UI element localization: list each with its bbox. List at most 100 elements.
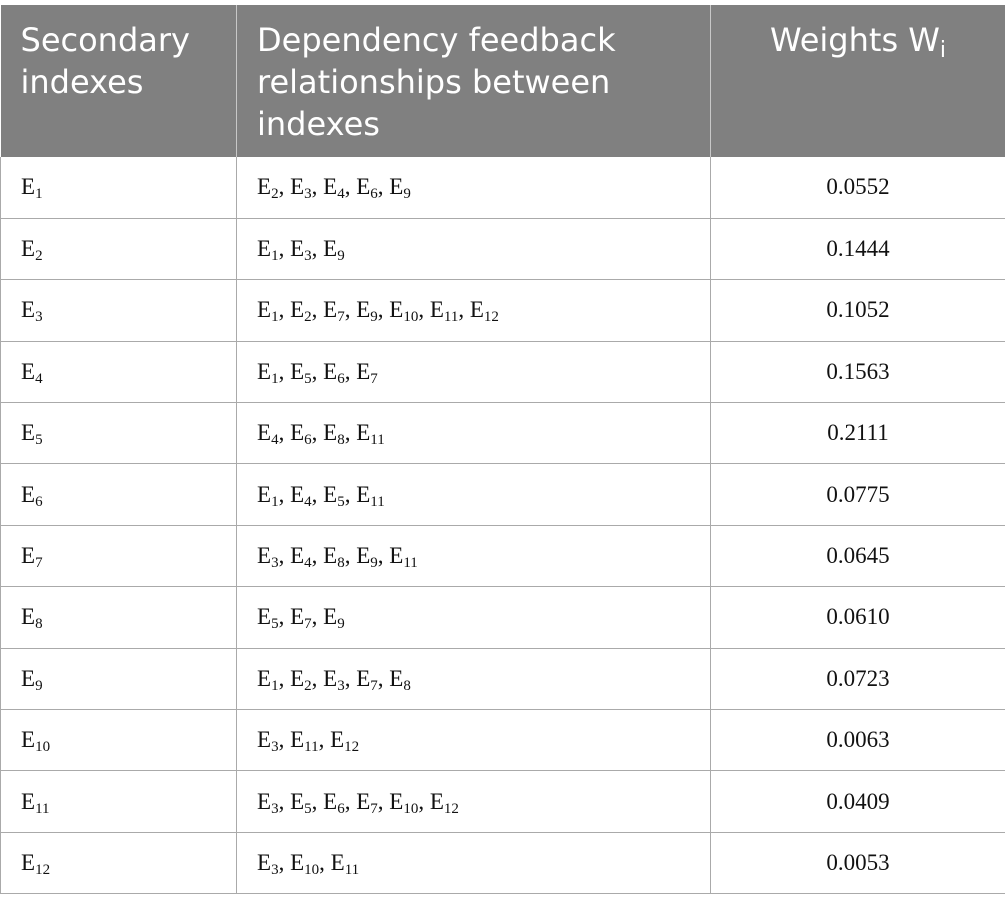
cell-weight: 0.0775 bbox=[710, 463, 1005, 526]
dependency-label: E3 bbox=[257, 788, 279, 817]
index-label-subscript: 4 bbox=[35, 370, 43, 387]
index-label: E1 bbox=[21, 174, 43, 203]
dependency-label-subscript: 4 bbox=[304, 555, 312, 572]
dependency-label: E8 bbox=[323, 543, 345, 572]
dependency-label-subscript: 9 bbox=[403, 186, 411, 203]
dependency-label: E5 bbox=[290, 788, 312, 817]
index-label-subscript: 7 bbox=[35, 555, 43, 572]
dependency-label: E3 bbox=[257, 543, 279, 572]
dependency-label: E3 bbox=[257, 727, 279, 756]
dependency-label: E9 bbox=[389, 174, 411, 203]
dependency-label-subscript: 10 bbox=[403, 309, 419, 326]
dependency-label-subscript: 11 bbox=[370, 493, 385, 510]
index-label-subscript: 9 bbox=[35, 677, 43, 694]
dependency-label-subscript: 11 bbox=[304, 739, 319, 756]
dependency-label: E12 bbox=[429, 788, 459, 817]
dependency-label-subscript: 6 bbox=[337, 800, 345, 817]
index-label: E7 bbox=[21, 543, 43, 572]
cell-index: E8 bbox=[0, 586, 237, 649]
cell-index: E4 bbox=[0, 340, 237, 404]
dependency-label: E11 bbox=[429, 297, 459, 326]
dependency-label-subscript: 12 bbox=[344, 739, 360, 756]
index-label: E8 bbox=[21, 604, 43, 633]
cell-dependencies: E1, E2, E7, E9, E10, E11, E12 bbox=[236, 279, 711, 342]
dependency-label-subscript: 11 bbox=[403, 555, 418, 572]
dependency-label: E1 bbox=[257, 236, 279, 265]
dependency-label: E11 bbox=[356, 420, 385, 449]
dependency-label: E7 bbox=[356, 788, 378, 817]
cell-weight: 0.0552 bbox=[710, 157, 1005, 219]
dependency-label-subscript: 2 bbox=[304, 309, 312, 326]
dependency-label-subscript: 8 bbox=[337, 432, 345, 449]
dependency-label: E12 bbox=[330, 727, 360, 756]
dependency-label-subscript: 5 bbox=[304, 800, 312, 817]
cell-index: E9 bbox=[0, 647, 237, 711]
dependency-label-subscript: 7 bbox=[337, 309, 345, 326]
index-label: E11 bbox=[21, 788, 50, 817]
dependency-label: E6 bbox=[290, 420, 312, 449]
index-label-subscript: 8 bbox=[35, 616, 43, 633]
table-row: E4 E1, E5, E6, E7 0.1563 bbox=[0, 340, 1005, 404]
table-row: E1 E2, E3, E4, E6, E9 0.0552 bbox=[0, 157, 1005, 219]
cell-weight: 0.0610 bbox=[710, 586, 1005, 649]
index-label-subscript: 1 bbox=[35, 186, 43, 203]
dependency-label-subscript: 11 bbox=[344, 861, 360, 878]
cell-dependencies: E1, E4, E5, E11 bbox=[236, 463, 711, 526]
dependency-label-subscript: 3 bbox=[271, 555, 279, 572]
index-weights-table: Secondary indexes Dependency feedback re… bbox=[0, 5, 1005, 895]
index-label-subscript: 6 bbox=[35, 493, 43, 510]
header-weights: Weights Wi bbox=[710, 5, 1005, 157]
cell-weight: 0.1052 bbox=[710, 279, 1005, 342]
dependency-label: E6 bbox=[356, 174, 378, 203]
cell-index: E12 bbox=[0, 831, 237, 895]
dependency-label: E2 bbox=[290, 297, 312, 326]
index-label: E10 bbox=[21, 727, 51, 756]
cell-index: E5 bbox=[0, 402, 237, 465]
dependency-label: E11 bbox=[330, 849, 360, 878]
dependency-label: E3 bbox=[290, 174, 312, 203]
index-label: E6 bbox=[21, 481, 43, 510]
table-row: E7 E3, E4, E8, E9, E11 0.0645 bbox=[0, 524, 1005, 588]
index-label-subscript: 10 bbox=[35, 739, 51, 756]
cell-weight: 0.0645 bbox=[710, 524, 1005, 588]
table-body: E1 E2, E3, E4, E6, E9 0.0552 E2 E1, E3, E9 0.… bbox=[0, 157, 1005, 895]
table-row: E9 E1, E2, E3, E7, E8 0.0723 bbox=[0, 647, 1005, 711]
dependency-label: E10 bbox=[290, 849, 320, 878]
dependency-label: E4 bbox=[290, 481, 312, 510]
table-row: E12 E3, E10, E11 0.0053 bbox=[0, 831, 1005, 895]
cell-weight: 0.0723 bbox=[710, 647, 1005, 711]
dependency-label-subscript: 2 bbox=[271, 186, 279, 203]
dependency-label-subscript: 11 bbox=[370, 432, 385, 449]
dependency-label-subscript: 4 bbox=[337, 186, 345, 203]
dependency-label-subscript: 8 bbox=[337, 555, 345, 572]
dependency-label: E10 bbox=[389, 297, 419, 326]
index-label-subscript: 5 bbox=[35, 432, 43, 449]
dependency-label-subscript: 12 bbox=[443, 800, 459, 817]
dependency-label-subscript: 3 bbox=[304, 248, 312, 265]
dependency-label-subscript: 7 bbox=[370, 677, 378, 694]
cell-index: E7 bbox=[0, 524, 237, 588]
dependency-label-subscript: 12 bbox=[483, 309, 499, 326]
dependency-label-subscript: 5 bbox=[304, 370, 312, 387]
cell-dependencies: E1, E2, E3, E7, E8 bbox=[236, 647, 711, 711]
cell-index: E3 bbox=[0, 279, 237, 342]
dependency-label: E2 bbox=[257, 174, 279, 203]
index-label: E12 bbox=[21, 849, 51, 878]
dependency-label-subscript: 2 bbox=[304, 677, 312, 694]
cell-weight: 0.0053 bbox=[710, 831, 1005, 895]
cell-dependencies: E1, E5, E6, E7 bbox=[236, 340, 711, 404]
dependency-label-subscript: 6 bbox=[337, 370, 345, 387]
dependency-label: E2 bbox=[290, 665, 312, 694]
dependency-label: E7 bbox=[323, 297, 345, 326]
index-label: E4 bbox=[21, 358, 43, 387]
dependency-label: E7 bbox=[290, 604, 312, 633]
dependency-label: E7 bbox=[356, 665, 378, 694]
header-weights-subscript: i bbox=[939, 38, 947, 63]
dependency-label: E11 bbox=[290, 727, 319, 756]
dependency-label: E9 bbox=[356, 297, 378, 326]
index-label-subscript: 2 bbox=[35, 248, 43, 265]
table-row: E3 E1, E2, E7, E9, E10, E11, E12 0.1052 bbox=[0, 279, 1005, 342]
table-header: Secondary indexes Dependency feedback re… bbox=[0, 5, 1005, 157]
cell-dependencies: E2, E3, E4, E6, E9 bbox=[236, 157, 711, 219]
dependency-label-subscript: 4 bbox=[304, 493, 312, 510]
